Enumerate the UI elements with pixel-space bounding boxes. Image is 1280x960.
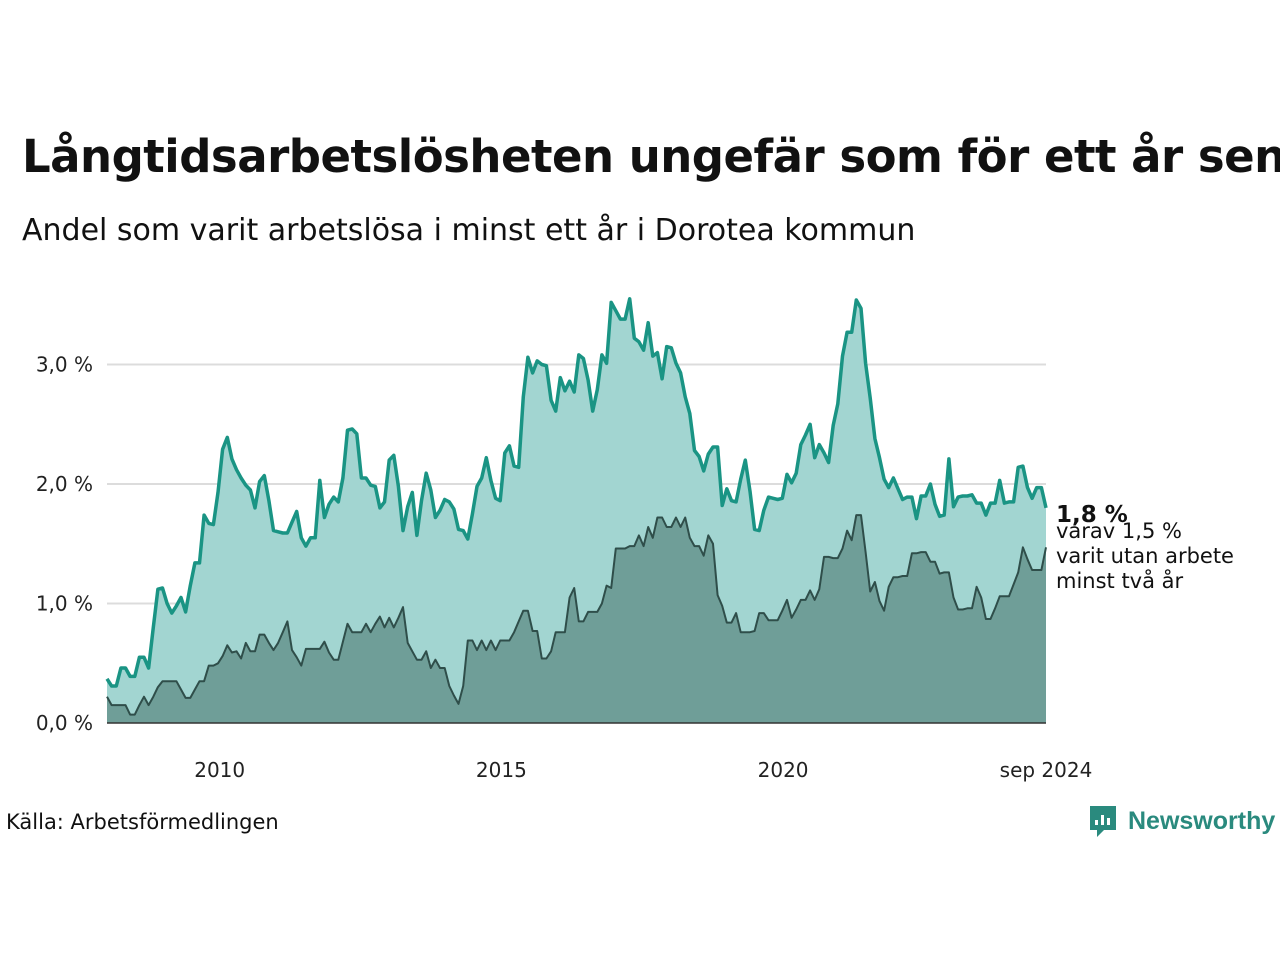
newsworthy-logo[interactable]: Newsworthy: [1088, 804, 1275, 838]
x-axis-ticks: 2010 2015 2020 sep 2024: [194, 758, 1092, 782]
series-areas: [107, 298, 1046, 723]
series-lines: [105, 297, 1048, 724]
source-note: Källa: Arbetsförmedlingen: [6, 810, 279, 834]
x-tick-label: sep 2024: [1000, 758, 1093, 782]
end-label-line2: varit utan arbete: [1056, 544, 1234, 568]
y-tick-label: 3,0 %: [36, 353, 93, 377]
chart-subtitle: Andel som varit arbetslösa i minst ett å…: [22, 213, 916, 248]
end-value-label: 1,8 %: [1056, 502, 1128, 528]
y-tick-label: 2,0 %: [36, 472, 93, 496]
y-axis-ticks: 0,0 % 1,0 % 2,0 % 3,0 %: [36, 353, 93, 736]
x-tick-label: 2020: [758, 758, 809, 782]
y-tick-label: 1,0 %: [36, 592, 93, 616]
end-annotation: 1,8 % varav 1,5 % varit utan arbete mins…: [1056, 502, 1234, 593]
x-tick-label: 2010: [194, 758, 245, 782]
chart-title: Långtidsarbetslösheten ungefär som för e…: [22, 130, 1280, 183]
line-long: [106, 514, 1047, 716]
end-label-line3: minst två år: [1056, 568, 1184, 593]
end-label-line1: varav 1,5 %: [1056, 519, 1182, 543]
y-tick-label: 0,0 %: [36, 711, 93, 735]
line-total: [105, 297, 1048, 688]
logo-text: Newsworthy: [1128, 806, 1276, 835]
newsworthy-logo-icon: [1090, 806, 1116, 837]
x-tick-label: 2015: [476, 758, 527, 782]
area-long: [107, 515, 1046, 723]
